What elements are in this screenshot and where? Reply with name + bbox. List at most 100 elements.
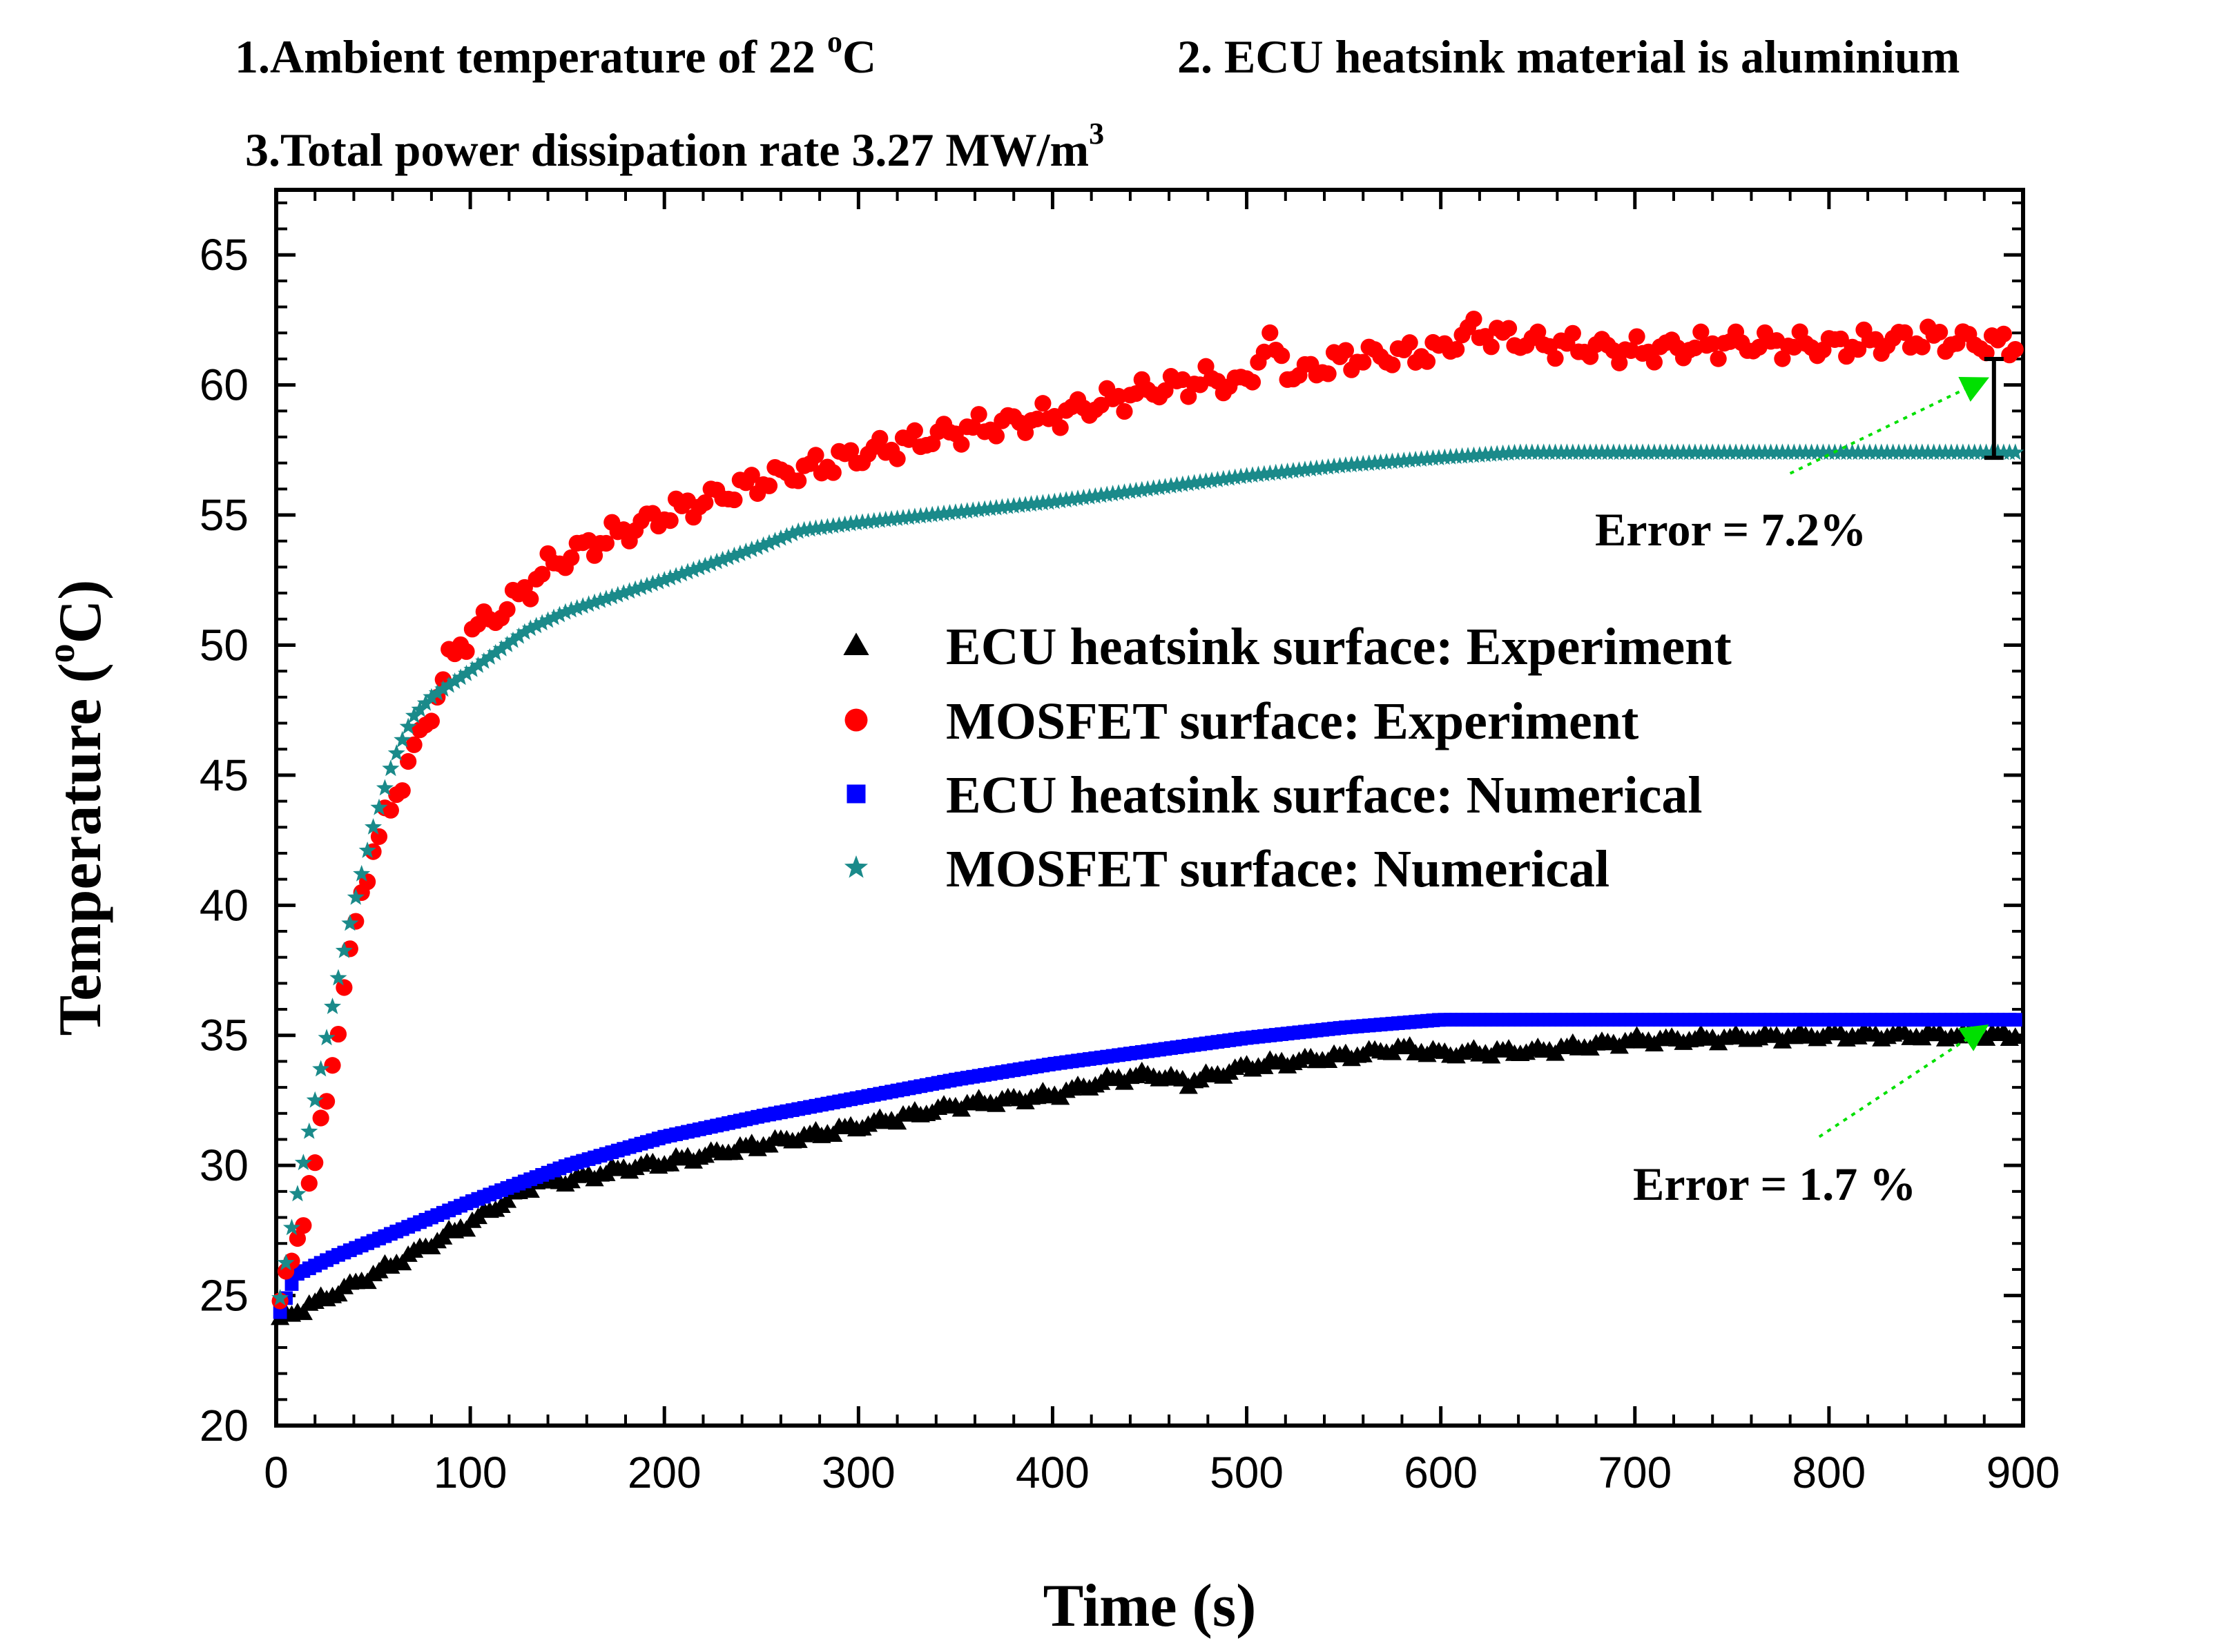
data-point [295, 1217, 312, 1234]
data-point [591, 591, 609, 608]
data-point [1057, 491, 1075, 508]
data-point [353, 864, 371, 882]
data-point [499, 601, 516, 618]
x-axis-title: Time (s) [1043, 1573, 1257, 1640]
data-point [1348, 455, 1366, 472]
legend-label: MOSFET surface: Experiment [946, 692, 1638, 750]
data-point [789, 522, 807, 539]
data-point [726, 491, 743, 509]
data-point [293, 1303, 313, 1321]
data-point [918, 506, 936, 523]
annotation-error-2: Error = 1.7 % [1633, 1158, 1916, 1210]
data-point [1034, 494, 1052, 511]
y-tick-label: 55 [200, 490, 249, 540]
data-point [1040, 493, 1058, 510]
data-point [1110, 484, 1128, 501]
data-point [365, 818, 383, 835]
data-point [626, 580, 644, 597]
data-point [1168, 476, 1186, 493]
data-point [1505, 443, 1523, 460]
data-point [2008, 1013, 2022, 1027]
x-tick-label: 600 [1404, 1448, 1478, 1497]
x-tick-label: 500 [1210, 1448, 1284, 1497]
data-point [743, 541, 761, 557]
note-1-sup: o [827, 25, 842, 59]
data-point [1401, 451, 1419, 468]
data-point [1016, 496, 1034, 513]
x-tick-label: 400 [1016, 1448, 1090, 1497]
data-point [696, 556, 714, 574]
data-point [277, 1254, 295, 1271]
data-point [1005, 497, 1023, 514]
series-layer [270, 310, 2025, 1325]
y-tick-label: 25 [200, 1271, 249, 1321]
data-point [1226, 468, 1244, 485]
data-point [499, 635, 516, 652]
data-point [702, 554, 720, 572]
data-point [790, 472, 807, 489]
data-point [1482, 338, 1500, 356]
data-point [1261, 324, 1279, 342]
data-point [1435, 448, 1453, 465]
data-point [1355, 353, 1372, 371]
data-point [1418, 449, 1436, 467]
x-tick-label: 300 [822, 1448, 896, 1497]
data-point [1931, 324, 1949, 341]
data-point [521, 619, 539, 636]
data-point [882, 510, 900, 527]
data-point [1174, 475, 1192, 492]
data-point [1197, 472, 1215, 489]
data-point [1465, 310, 1482, 328]
data-point [830, 516, 848, 533]
data-point [1028, 410, 1046, 427]
data-point [1255, 465, 1273, 482]
data-point [1052, 419, 1069, 436]
data-point [324, 998, 342, 1014]
data-point [1273, 463, 1290, 480]
x-tick-label: 700 [1598, 1448, 1672, 1497]
data-point [987, 498, 1005, 516]
data-point [842, 442, 860, 459]
data-point [458, 643, 475, 660]
data-point [1453, 447, 1471, 464]
x-tick-label: 800 [1792, 1448, 1866, 1497]
data-point [423, 688, 441, 705]
data-point [504, 631, 522, 648]
data-point [522, 590, 539, 608]
data-point [497, 1191, 517, 1208]
data-point [1319, 458, 1337, 475]
data-point [335, 942, 353, 958]
data-point [289, 1230, 307, 1247]
data-point [1052, 492, 1070, 509]
data-point [964, 501, 982, 518]
data-point [1215, 469, 1232, 487]
data-point [1121, 482, 1139, 499]
series-star [271, 443, 2024, 1305]
data-point [1116, 402, 1133, 420]
data-point [1488, 445, 1506, 462]
data-point [1413, 450, 1431, 467]
data-point [521, 1181, 540, 1198]
data-point [510, 627, 528, 644]
data-point [784, 525, 802, 541]
y-axis: 20 25 30 35 40 45 50 55 60 65 [200, 201, 2023, 1450]
y-tick-label: 65 [200, 230, 249, 280]
data-point [324, 1057, 341, 1074]
data-point [289, 1185, 307, 1202]
data-point [1494, 444, 1512, 461]
data-point [795, 521, 813, 538]
data-point [2007, 443, 2024, 460]
data-point [1383, 452, 1401, 469]
y-tick-label: 45 [200, 750, 249, 800]
data-point [853, 513, 871, 530]
data-point [813, 518, 831, 536]
data-point [1081, 487, 1099, 505]
data-point [650, 572, 668, 590]
data-point [1389, 451, 1407, 469]
data-point [492, 639, 510, 657]
data-point [632, 578, 650, 595]
data-point [550, 605, 568, 623]
data-point [667, 567, 685, 584]
data-point [528, 616, 545, 634]
note-3-prefix: 3.Total power dissipation rate 3.27 MW/m [245, 124, 1089, 176]
